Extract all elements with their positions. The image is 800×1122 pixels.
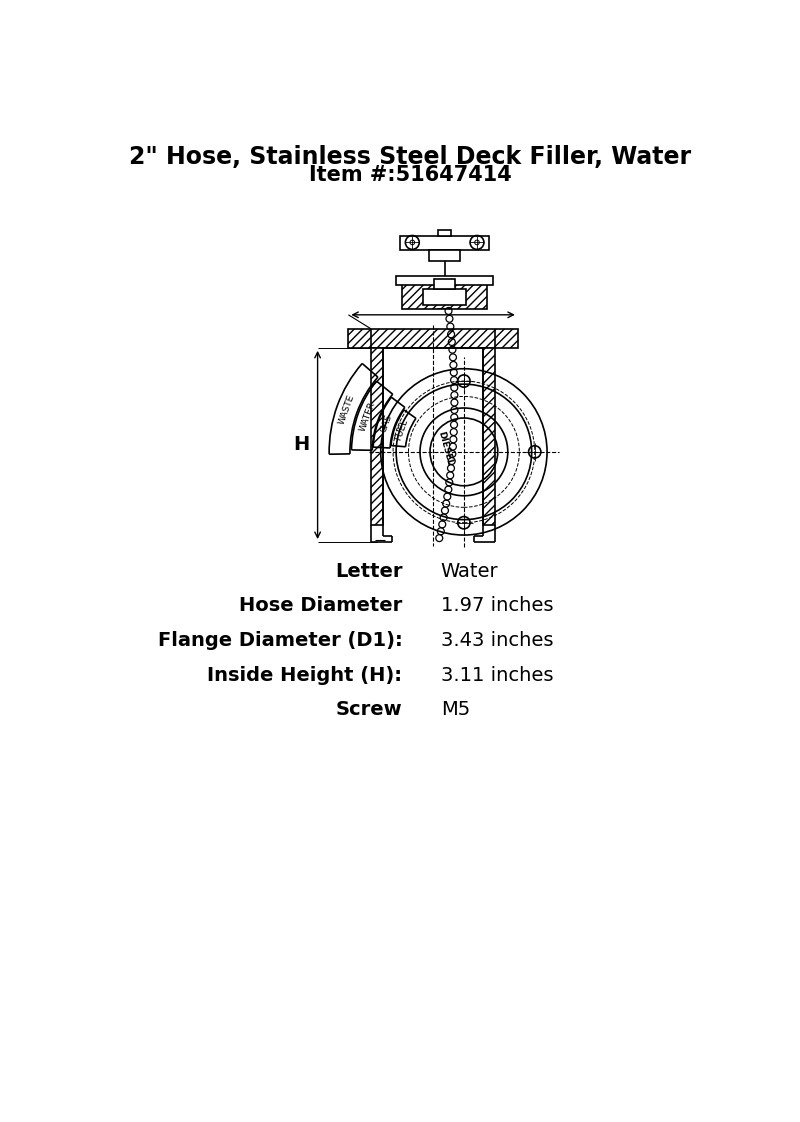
Text: Item #:51647414: Item #:51647414 <box>309 165 511 185</box>
Text: Hose Diameter: Hose Diameter <box>239 597 402 615</box>
Bar <box>423 289 466 305</box>
Text: WASTE: WASTE <box>338 393 357 425</box>
Bar <box>434 278 455 289</box>
Text: WATER: WATER <box>358 401 378 433</box>
Text: Water: Water <box>441 562 498 581</box>
Bar <box>370 348 383 525</box>
Text: 2" Hose, Stainless Steel Deck Filler, Water: 2" Hose, Stainless Steel Deck Filler, Wa… <box>129 146 691 169</box>
Text: 3.43 inches: 3.43 inches <box>441 631 554 650</box>
Bar <box>349 329 518 348</box>
Text: H: H <box>294 435 310 454</box>
Bar <box>438 230 451 237</box>
Bar <box>402 278 487 310</box>
Text: 3.11 inches: 3.11 inches <box>441 665 554 684</box>
Text: FUEL: FUEL <box>394 417 410 441</box>
Text: Letter: Letter <box>335 562 402 581</box>
Text: M5: M5 <box>441 700 470 719</box>
Bar <box>483 348 495 525</box>
Bar <box>400 237 490 250</box>
Text: GAS: GAS <box>379 413 394 434</box>
Text: Inside Height (H):: Inside Height (H): <box>207 665 402 684</box>
Text: D1: D1 <box>449 292 476 310</box>
Text: 1.97 inches: 1.97 inches <box>441 597 554 615</box>
Text: DIESEL: DIESEL <box>436 430 454 467</box>
Text: Flange Diameter (D1):: Flange Diameter (D1): <box>158 631 402 650</box>
Bar <box>396 276 493 285</box>
Text: Screw: Screw <box>336 700 402 719</box>
Bar <box>430 250 460 261</box>
